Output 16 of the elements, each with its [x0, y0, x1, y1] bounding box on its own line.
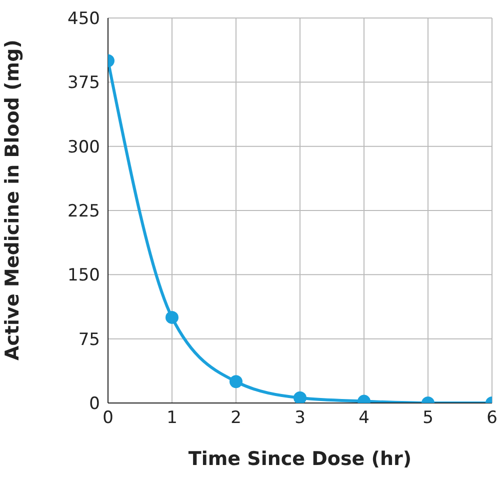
y-tick-label: 75	[78, 330, 100, 350]
x-tick-label: 6	[486, 408, 498, 428]
x-tick-label: 2	[230, 408, 242, 428]
y-tick-label: 375	[68, 73, 100, 94]
x-tick-label: 3	[294, 408, 306, 428]
x-axis-title: Time Since Dose (hr)	[188, 448, 412, 470]
y-tick-label: 0	[89, 394, 100, 414]
x-tick-label: 5	[422, 408, 434, 428]
y-tick-label: 150	[68, 266, 100, 286]
x-tick-label: 4	[358, 408, 370, 428]
y-tick-label: 225	[68, 202, 100, 222]
y-tick-label: 450	[68, 9, 100, 30]
y-tick-label: 300	[68, 137, 100, 158]
x-tick-label: 1	[166, 408, 178, 428]
y-axis-title: Active Medicine in Blood (mg)	[2, 40, 24, 360]
x-tick-label: 0	[102, 408, 114, 428]
